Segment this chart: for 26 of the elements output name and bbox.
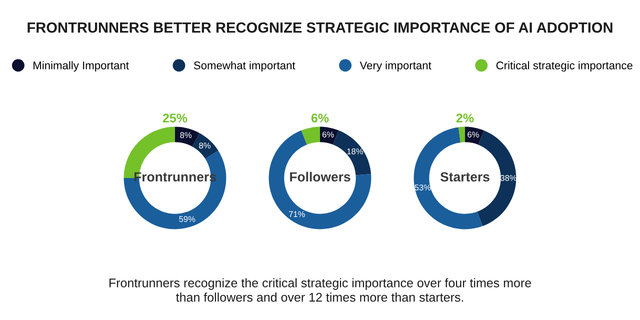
data-label: 8% xyxy=(180,132,192,138)
donut-slice xyxy=(320,126,339,145)
data-label: 25% xyxy=(162,114,188,122)
legend-label: Critical strategic importance xyxy=(496,61,632,72)
data-label: 6% xyxy=(311,114,329,122)
text: FRONTRUNNERS BETTER RECOGNIZE STRATEGIC IMPORTANCE OF AI ADOPTION xyxy=(28,22,612,33)
donut-slice xyxy=(175,126,200,147)
data-label: 2% xyxy=(456,114,474,122)
donut-slice xyxy=(124,150,226,230)
data-label: 18% xyxy=(347,148,364,154)
legend-label: Minimally Important xyxy=(34,61,129,72)
donut-slice xyxy=(458,126,465,142)
text: Frontrunners recognize the critical strategic importance over four times more than followers and over 12 times more than starters. xyxy=(110,278,531,302)
donut-slice xyxy=(268,130,372,230)
donut-slice xyxy=(192,133,218,159)
data-label: 71% xyxy=(288,211,305,218)
text: Starters xyxy=(440,172,490,182)
data-label: 8% xyxy=(199,142,211,149)
donut-slice xyxy=(465,126,484,145)
data-label: 59% xyxy=(179,216,196,222)
legend-label: Very important xyxy=(360,61,432,72)
data-label: 6% xyxy=(322,132,334,138)
donut-slice xyxy=(301,126,320,145)
legend-label: Somewhat important xyxy=(194,61,296,72)
text: Followers xyxy=(290,172,350,182)
data-label: 6% xyxy=(468,132,479,138)
